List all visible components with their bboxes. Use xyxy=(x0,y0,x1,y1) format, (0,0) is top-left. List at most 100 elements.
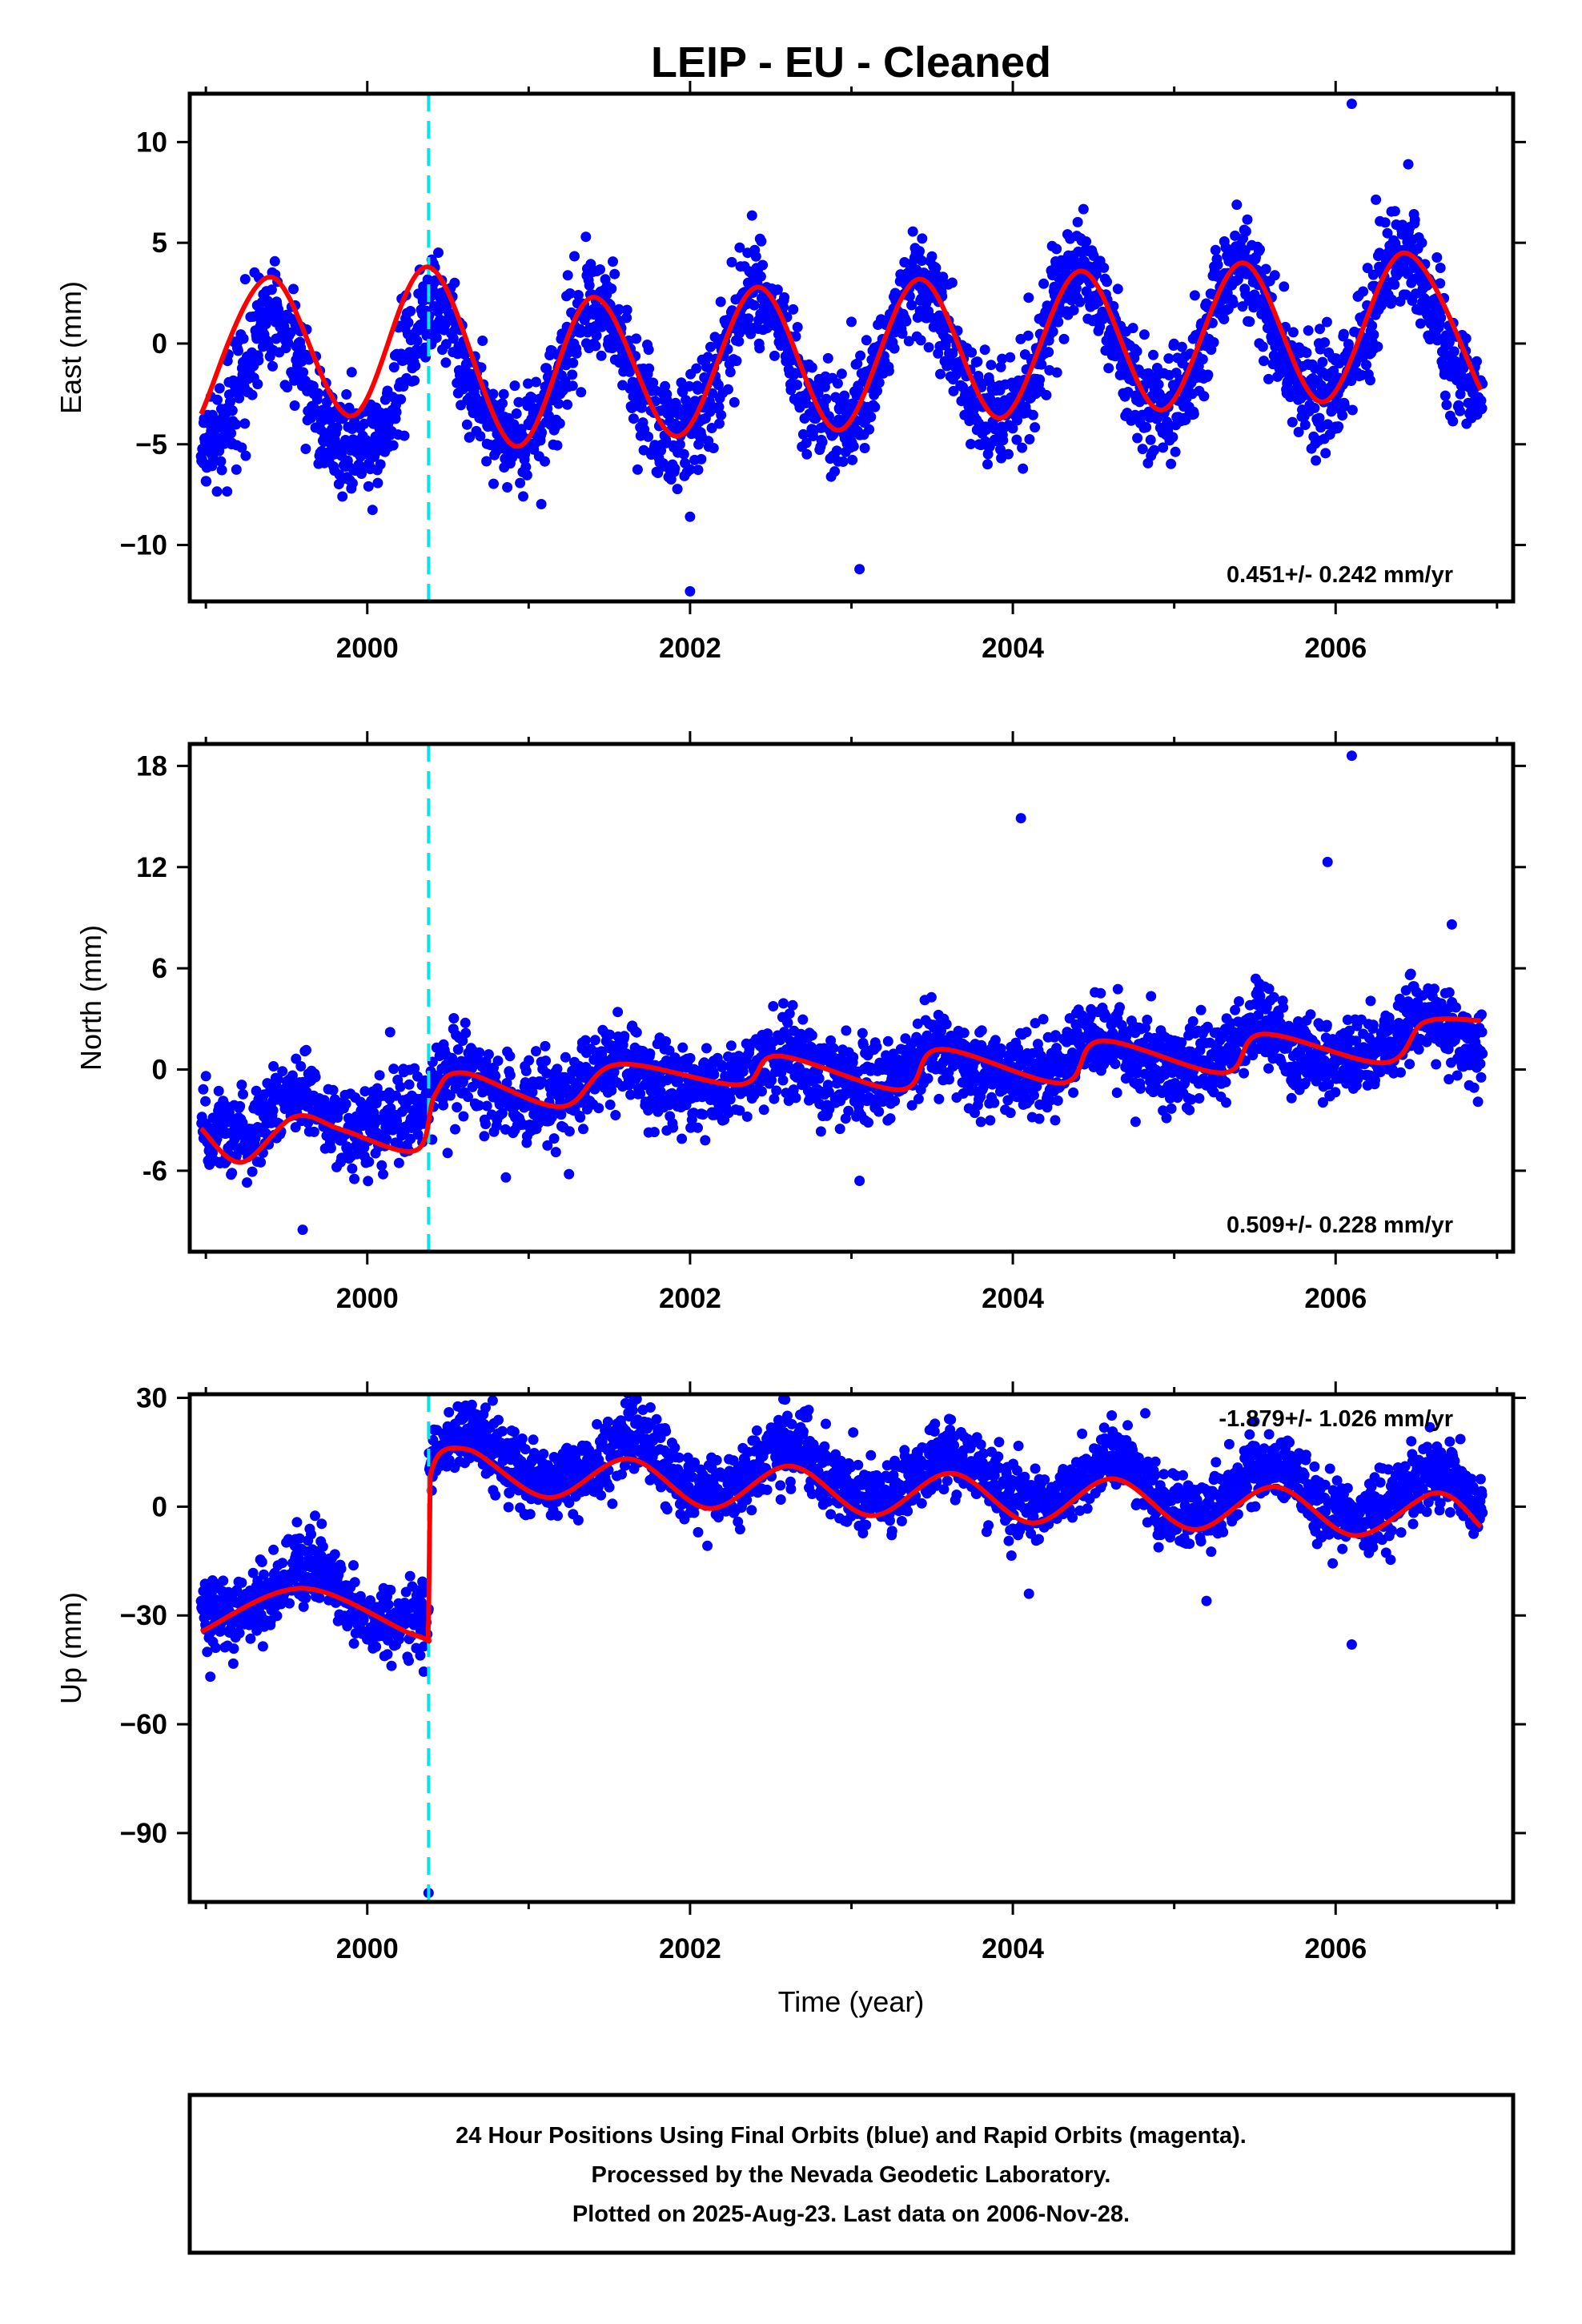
data-point xyxy=(500,1172,512,1183)
data-point xyxy=(1031,1081,1042,1092)
data-point xyxy=(1024,434,1035,444)
data-point xyxy=(787,999,798,1011)
data-point xyxy=(797,1014,809,1025)
data-point xyxy=(375,459,386,470)
data-point xyxy=(756,235,767,247)
data-point xyxy=(1181,1073,1192,1084)
data-point xyxy=(1415,318,1426,329)
data-point xyxy=(1102,276,1112,287)
data-point xyxy=(848,440,859,452)
data-point xyxy=(668,1122,679,1133)
data-point xyxy=(1018,463,1029,474)
data-point xyxy=(1131,346,1142,357)
data-point xyxy=(926,251,938,262)
data-point xyxy=(235,1100,246,1112)
data-point xyxy=(863,1117,873,1128)
data-point xyxy=(841,1025,852,1036)
data-point xyxy=(834,1124,845,1135)
data-point xyxy=(619,1031,630,1042)
data-point xyxy=(1146,991,1157,1002)
y-tick-label: 0 xyxy=(152,328,167,360)
data-point xyxy=(463,1092,473,1103)
data-point xyxy=(1303,325,1314,336)
data-point xyxy=(1263,373,1274,384)
data-point xyxy=(1358,286,1369,297)
data-point xyxy=(448,1013,460,1023)
data-point xyxy=(889,343,900,354)
data-point xyxy=(828,1043,839,1054)
data-point xyxy=(966,347,978,358)
data-point xyxy=(1230,1004,1241,1015)
data-point xyxy=(1068,1087,1079,1098)
data-point xyxy=(725,367,736,378)
data-point xyxy=(521,469,532,480)
data-point xyxy=(473,1100,484,1111)
data-point xyxy=(279,321,290,332)
data-point xyxy=(1017,442,1028,453)
data-point xyxy=(1220,1076,1231,1088)
data-point xyxy=(817,436,828,448)
data-point xyxy=(571,348,582,359)
data-point xyxy=(1070,283,1082,294)
data-point xyxy=(502,482,513,493)
data-point xyxy=(277,1066,288,1077)
data-point xyxy=(643,431,654,442)
data-point xyxy=(685,464,696,475)
data-point xyxy=(440,339,452,350)
data-point xyxy=(387,440,399,451)
data-point xyxy=(806,1030,817,1041)
data-point xyxy=(1387,294,1397,305)
data-point xyxy=(1021,1027,1032,1038)
data-point xyxy=(584,279,595,291)
data-point xyxy=(372,477,383,489)
data-point xyxy=(685,1052,696,1063)
data-point xyxy=(693,439,705,450)
data-point xyxy=(1081,236,1092,247)
data-point xyxy=(934,1093,945,1104)
data-point xyxy=(696,453,707,464)
data-point xyxy=(239,418,251,429)
y-tick-label: −10 xyxy=(120,530,167,561)
data-point xyxy=(1333,421,1344,432)
data-point xyxy=(247,389,258,400)
y-tick-label: 10 xyxy=(136,127,167,158)
y-tick-label: −5 xyxy=(135,429,167,460)
data-point xyxy=(222,486,233,497)
data-point xyxy=(409,1063,420,1074)
data-point xyxy=(1199,391,1210,402)
data-point xyxy=(347,1163,358,1174)
data-point xyxy=(226,428,237,439)
data-point xyxy=(655,1086,666,1097)
data-point xyxy=(837,456,849,467)
data-point xyxy=(1293,427,1304,437)
data-point xyxy=(621,312,632,324)
data-point xyxy=(593,1103,604,1114)
data-point xyxy=(1212,259,1223,271)
data-point xyxy=(612,1007,624,1018)
data-point xyxy=(1148,349,1158,360)
data-point xyxy=(580,231,592,243)
data-point xyxy=(1138,329,1150,340)
data-point xyxy=(606,1085,617,1096)
data-point xyxy=(1098,1059,1110,1070)
data-point xyxy=(801,437,812,448)
data-point xyxy=(1255,991,1266,1002)
data-point xyxy=(531,1046,541,1057)
data-point xyxy=(405,1133,416,1144)
data-point xyxy=(644,1048,656,1059)
data-point xyxy=(200,1096,211,1107)
data-point xyxy=(327,1084,339,1096)
data-point xyxy=(1339,400,1350,412)
data-point xyxy=(676,377,687,388)
data-point xyxy=(1221,1097,1231,1108)
data-point xyxy=(885,1113,896,1124)
data-point xyxy=(540,1055,552,1067)
y-tick-label: 5 xyxy=(152,227,167,259)
data-point xyxy=(782,1017,793,1028)
data-point xyxy=(458,1111,469,1122)
data-point xyxy=(848,1051,859,1063)
data-point xyxy=(596,350,607,361)
data-point xyxy=(239,274,251,285)
data-point xyxy=(395,1081,406,1092)
data-point xyxy=(536,1077,548,1088)
